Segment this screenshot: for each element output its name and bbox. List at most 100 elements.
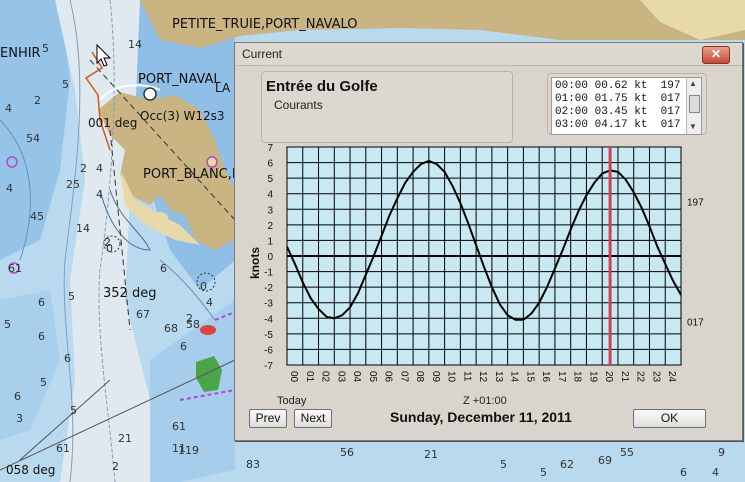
sounding: 11: [172, 442, 186, 455]
x-tick-label: 13: [493, 371, 504, 383]
x-tick-label: 05: [367, 371, 378, 383]
y-tick-label: 0: [267, 252, 273, 263]
dialog-title: Current: [242, 47, 283, 61]
x-tick-label: 00: [288, 371, 299, 383]
sounding: 4: [96, 162, 103, 175]
x-tick-label: 03: [335, 371, 346, 383]
sounding: 2: [104, 236, 111, 249]
sounding: 21: [118, 432, 132, 445]
sounding: 67: [136, 308, 150, 321]
hourly-current-list[interactable]: 00:00 00.62 kt 197 01:00 01.75 kt 017 02…: [551, 77, 702, 135]
sounding: 2: [186, 312, 193, 325]
x-tick-label: 23: [650, 371, 661, 383]
sounding: 2: [80, 162, 87, 175]
sounding: 6: [160, 262, 167, 275]
x-tick-label: 21: [619, 371, 630, 383]
sounding: 62: [560, 458, 574, 471]
map-label-bearing-352: 352 deg: [103, 286, 157, 301]
map-label-enhir: ENHIR: [0, 46, 41, 61]
sounding: 5: [62, 78, 69, 91]
sounding: 0: [106, 242, 113, 255]
next-button[interactable]: Next: [294, 409, 332, 428]
dialog-titlebar[interactable]: Current ✕: [235, 43, 742, 66]
y-tick-label: 1: [267, 236, 273, 247]
today-label: Today: [277, 395, 307, 407]
list-item[interactable]: 02:00 03.45 kt 017: [555, 106, 681, 118]
map-label-light-characteristic: Occ(3) W12s3: [140, 109, 225, 123]
sounding: 119: [178, 444, 199, 457]
y-tick-label: -4: [264, 314, 273, 325]
sounding: 61: [8, 262, 22, 275]
sounding: 56: [340, 446, 354, 459]
sounding: 2: [112, 460, 119, 473]
list-item[interactable]: 00:00 00.62 kt 197: [555, 80, 681, 92]
x-tick-label: 09: [430, 371, 441, 383]
map-label-bearing-058: 058 deg: [6, 463, 56, 477]
y-tick-label: 6: [267, 159, 273, 170]
map-label-la: LA: [215, 81, 231, 95]
sounding: 6: [64, 352, 71, 365]
sounding: 61: [172, 420, 186, 433]
map-label-petite-truie: PETITE_TRUIE,PORT_NAVALO: [172, 17, 358, 32]
timezone-label: Z +01:00: [463, 395, 507, 407]
sounding: 54: [26, 132, 40, 145]
current-dialog: Current ✕ Entrée du Golfe Courants 00:00…: [234, 42, 743, 441]
x-tick-label: 22: [635, 371, 646, 383]
x-tick-label: 06: [383, 371, 394, 383]
direction-label-ebb: 017: [687, 317, 704, 328]
sounding: 4: [712, 466, 719, 479]
y-tick-label: 2: [267, 221, 273, 232]
sounding: 25: [66, 178, 80, 191]
scroll-thumb[interactable]: [689, 95, 700, 113]
y-tick-label: 3: [267, 205, 273, 216]
current-curve: [286, 159, 682, 321]
scroll-up-icon[interactable]: ▲: [689, 79, 697, 88]
x-tick-label: 17: [556, 371, 567, 383]
y-tick-label: 7: [267, 143, 273, 154]
x-tick-label: 18: [572, 371, 583, 383]
sounding: 83: [246, 458, 260, 471]
sounding: 0: [200, 280, 207, 293]
sounding: 6: [14, 390, 21, 403]
map-label-port-naval: PORT_NAVAL: [138, 72, 221, 87]
date-label: Sunday, December 11, 2011: [390, 409, 572, 425]
sounding: 9: [718, 446, 725, 459]
y-tick-label: -3: [264, 299, 273, 310]
sounding: 2: [34, 94, 41, 107]
scroll-down-icon[interactable]: ▼: [689, 122, 697, 131]
ok-button[interactable]: OK: [633, 409, 706, 428]
sounding: 21: [424, 448, 438, 461]
y-tick-label: 5: [267, 174, 273, 185]
sounding: 5: [500, 458, 507, 471]
sounding: 14: [76, 222, 90, 235]
hourly-table-panel: 00:00 00.62 kt 197 01:00 01.75 kt 017 02…: [547, 73, 707, 135]
x-tick-label: 01: [304, 371, 315, 383]
close-button[interactable]: ✕: [702, 46, 730, 64]
sounding: 5: [70, 404, 77, 417]
x-tick-label: 15: [524, 371, 535, 383]
y-axis-label: knots: [248, 247, 262, 279]
y-tick-label: -7: [264, 361, 273, 372]
close-icon: ✕: [710, 47, 722, 61]
x-tick-label: 20: [603, 371, 614, 383]
x-tick-label: 07: [398, 371, 409, 383]
list-scrollbar[interactable]: ▲ ▼: [686, 78, 701, 134]
sounding: 6: [38, 296, 45, 309]
list-item[interactable]: 03:00 04.17 kt 017: [555, 119, 681, 131]
x-tick-label: 02: [320, 371, 331, 383]
x-tick-label: 12: [477, 371, 488, 383]
sounding: 4: [96, 188, 103, 201]
sounding: 58: [186, 318, 200, 331]
y-tick-label: -1: [264, 268, 273, 279]
sounding: 5: [4, 318, 11, 331]
station-name: Entrée du Golfe: [266, 78, 378, 95]
sounding: 69: [598, 454, 612, 467]
sounding: 6: [38, 330, 45, 343]
x-tick-label: 16: [540, 371, 551, 383]
map-label-bearing-001: 001 deg: [88, 116, 138, 130]
prev-button[interactable]: Prev: [249, 409, 287, 428]
x-tick-label: 04: [351, 371, 362, 383]
list-item[interactable]: 01:00 01.75 kt 017: [555, 93, 681, 105]
sounding: 14: [128, 38, 142, 51]
